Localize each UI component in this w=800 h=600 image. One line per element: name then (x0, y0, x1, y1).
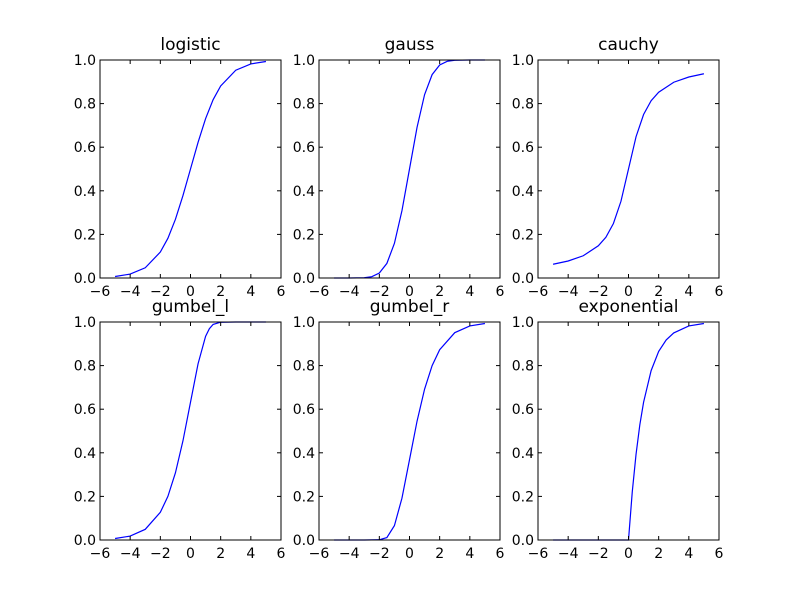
y-tick-label: 0.2 (293, 227, 315, 243)
x-tick-label: 6 (715, 546, 724, 562)
y-tick-label: 0.8 (293, 97, 315, 113)
x-tick-label: 2 (654, 546, 663, 562)
x-tick-label: 6 (277, 546, 286, 562)
x-tick-label: 0 (186, 284, 195, 300)
y-tick-label: 0.8 (74, 97, 96, 113)
y-tick-label: 0.2 (74, 227, 96, 243)
y-tick-label: 0.4 (512, 446, 534, 462)
y-tick-label: 0.6 (293, 402, 315, 418)
x-tick-label: 0 (405, 546, 414, 562)
subplot-gumbel-r: −6 −4 −2 0 2 4 6 0.0 0.2 0.4 0.6 0.8 1.0 gumbel_r (293, 297, 505, 562)
x-tick-label: −6 (528, 284, 549, 300)
y-tick-label: 0.4 (74, 446, 96, 462)
x-tick-label: 0 (405, 284, 414, 300)
y-tick-label: 0.0 (293, 533, 315, 549)
y-tick-label: 0.2 (74, 489, 96, 505)
subplot-cauchy: −6 −4 −2 0 2 4 6 0.0 0.2 0.4 0.6 0.8 1.0 cauchy (512, 35, 724, 300)
x-tick-label: 4 (246, 284, 255, 300)
x-tick-label: 2 (216, 284, 225, 300)
x-tick-label: 4 (246, 546, 255, 562)
y-tick-label: 0.0 (74, 533, 96, 549)
subplot-title: logistic (160, 35, 220, 55)
x-tick-label: −6 (528, 546, 549, 562)
cdf-curve (553, 322, 705, 541)
x-tick-label: −6 (90, 546, 111, 562)
x-tick-label: 6 (277, 284, 286, 300)
cdf-curve (552, 73, 705, 265)
x-tick-label: −6 (309, 546, 330, 562)
subplot-title: gumbel_l (152, 297, 229, 317)
x-tick-label: −4 (339, 546, 360, 562)
x-tick-label: −2 (588, 284, 609, 300)
subplot-exponential: −6 −4 −2 0 2 4 6 0.0 0.2 0.4 0.6 0.8 1.0 exponential (512, 297, 724, 562)
x-tick-label: 2 (435, 546, 444, 562)
x-tick-label: 6 (496, 546, 505, 562)
y-tick-label: 1.0 (74, 53, 96, 69)
x-tick-label: −6 (90, 284, 111, 300)
y-tick-label: 1.0 (293, 53, 315, 69)
y-tick-label: 1.0 (512, 315, 534, 331)
y-tick-label: 0.6 (293, 140, 315, 156)
x-tick-label: 4 (684, 284, 693, 300)
x-tick-label: −2 (369, 546, 390, 562)
x-tick-label: −2 (150, 546, 171, 562)
x-tick-label: −4 (339, 284, 360, 300)
y-tick-label: 0.2 (512, 227, 534, 243)
y-tick-label: 1.0 (293, 315, 315, 331)
y-tick-label: 0.4 (293, 184, 315, 200)
y-tick-label: 0.6 (512, 402, 534, 418)
x-tick-label: 0 (186, 546, 195, 562)
x-tick-label: 2 (435, 284, 444, 300)
x-tick-label: 0 (624, 284, 633, 300)
subplot-gauss: −6 −4 −2 0 2 4 6 0.0 0.2 0.4 0.6 0.8 1.0 gauss (293, 35, 505, 300)
x-tick-label: −4 (120, 284, 141, 300)
x-tick-label: −2 (369, 284, 390, 300)
subplot-title: cauchy (598, 35, 659, 55)
y-tick-label: 0.8 (293, 359, 315, 375)
y-tick-label: 1.0 (74, 315, 96, 331)
y-tick-label: 0.0 (512, 271, 534, 287)
y-tick-label: 1.0 (512, 53, 534, 69)
subplot-title: exponential (579, 297, 679, 317)
y-tick-label: 0.0 (74, 271, 96, 287)
cdf-curve (334, 59, 485, 279)
subplot-title: gumbel_r (370, 297, 450, 317)
y-tick-label: 0.6 (74, 402, 96, 418)
x-tick-label: 2 (216, 546, 225, 562)
x-tick-label: 4 (465, 546, 474, 562)
y-tick-label: 0.4 (74, 184, 96, 200)
x-tick-label: −6 (309, 284, 330, 300)
y-tick-label: 0.2 (293, 489, 315, 505)
cdf-curve (114, 60, 267, 278)
y-tick-label: 0.2 (512, 489, 534, 505)
y-tick-label: 0.6 (74, 140, 96, 156)
y-tick-label: 0.8 (512, 97, 534, 113)
subplot-logistic: −6 −4 −2 0 2 4 6 0.0 0.2 0.4 0.6 0.8 1.0 logistic (74, 35, 286, 300)
y-tick-label: 0.4 (512, 184, 534, 200)
x-tick-label: 2 (654, 284, 663, 300)
subplot-grid: −6 −4 −2 0 2 4 6 0.0 0.2 0.4 0.6 0.8 1.0 logistic −6 −4… (74, 35, 724, 562)
x-tick-label: 0 (624, 546, 633, 562)
y-tick-label: 0.4 (293, 446, 315, 462)
x-tick-label: 6 (496, 284, 505, 300)
subplot-gumbel-l: −6 −4 −2 0 2 4 6 0.0 0.2 0.4 0.6 0.8 1.0 gumbel_l (74, 297, 286, 562)
x-tick-label: 4 (465, 284, 474, 300)
x-tick-label: 6 (715, 284, 724, 300)
x-tick-label: −2 (150, 284, 171, 300)
y-tick-label: 0.8 (512, 359, 534, 375)
y-tick-label: 0.6 (512, 140, 534, 156)
y-tick-label: 0.8 (74, 359, 96, 375)
x-tick-label: 4 (684, 546, 693, 562)
subplot-title: gauss (385, 35, 435, 55)
y-tick-label: 0.0 (293, 271, 315, 287)
y-tick-label: 0.0 (512, 533, 534, 549)
x-tick-label: −2 (588, 546, 609, 562)
x-tick-label: −4 (558, 546, 579, 562)
cdf-curve (334, 322, 486, 541)
x-tick-label: −4 (120, 546, 141, 562)
x-tick-label: −4 (558, 284, 579, 300)
